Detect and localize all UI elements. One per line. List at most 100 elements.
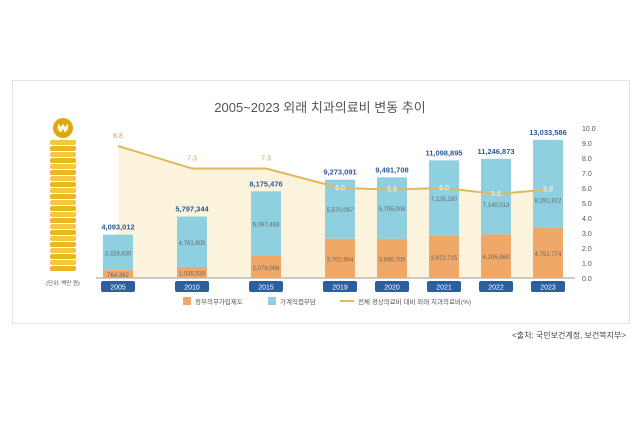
chart-title: 2005~2023 외래 치과의료비 변동 추이 (214, 100, 425, 115)
bar-household (533, 139, 563, 228)
y2-tick-label: 6.0 (582, 186, 592, 193)
year-label: 2022 (488, 285, 504, 292)
bar-value-label: 6,097,468 (253, 223, 280, 229)
y2-tick-label: 5.0 (582, 201, 592, 208)
bar-total-label: 9,273,091 (323, 168, 356, 177)
bar-value-label: 764,382 (107, 273, 129, 279)
bar-gov (377, 238, 407, 278)
coin-layer (50, 200, 76, 205)
unit-label: (단위: 백만 원) (46, 279, 80, 287)
coin-layer (50, 170, 76, 175)
bar-total-label: 9,491,708 (375, 165, 408, 174)
coin-layer (50, 254, 76, 259)
coin-layer (50, 230, 76, 235)
y2-tick-label: 10.0 (582, 126, 596, 133)
bar-household (103, 234, 133, 270)
bar-value-label: 7,140,013 (483, 203, 510, 209)
bar-value-label: 3,328,630 (105, 251, 132, 257)
bar-value-label: 3,972,715 (431, 256, 458, 262)
coin-layer (50, 188, 76, 193)
bar-value-label: 8,281,812 (535, 199, 562, 205)
ratio-line (117, 145, 549, 196)
legend-label-line: 전체 경상의료비 대비 외래 치과의료비(%) (358, 297, 471, 306)
year-label: 2021 (436, 285, 452, 292)
bar-total-label: 11,246,873 (477, 147, 514, 156)
line-value-label: 5.9 (543, 187, 553, 194)
coin-layer (50, 182, 76, 187)
bar-household (481, 158, 511, 235)
bar-value-label: 4,761,805 (179, 241, 206, 247)
source-note: <출처: 국민보건계정, 보건복지부> (512, 331, 626, 340)
year-label: 2020 (384, 285, 400, 292)
year-badge (479, 281, 513, 292)
line-value-label: 5.6 (491, 191, 501, 198)
bar-value-label: 1,035,539 (179, 272, 206, 278)
won-coin-icon (53, 118, 73, 138)
y2-tick-label: 9.0 (582, 141, 592, 148)
coin-layer (50, 146, 76, 151)
coin-layer (50, 164, 76, 169)
bar-value-label: 3,702,994 (327, 257, 354, 263)
year-label: 2015 (258, 285, 274, 292)
coin-layer (50, 140, 76, 145)
y2-tick-label: 3.0 (582, 231, 592, 238)
year-label: 2019 (332, 285, 348, 292)
bar-gov (251, 255, 281, 278)
coin-layer (50, 206, 76, 211)
bar-value-label: 5,570,097 (327, 208, 354, 214)
coin-layer (50, 242, 76, 247)
bar-total-label: 8,175,476 (249, 179, 282, 188)
coin-layer (50, 152, 76, 157)
bar-value-label: 5,795,008 (379, 207, 406, 213)
coin-layer (50, 218, 76, 223)
line-value-label: 5.9 (387, 187, 397, 194)
bar-value-label: 7,126,180 (431, 197, 458, 203)
bar-gov (103, 269, 133, 278)
year-badge (531, 281, 565, 292)
year-badge (375, 281, 409, 292)
year-badge (101, 281, 135, 292)
bar-gov (177, 267, 207, 278)
y2-tick-label: 4.0 (582, 216, 592, 223)
line-value-label: 6.0 (439, 185, 449, 192)
bar-value-label: 2,078,008 (253, 266, 280, 272)
coin-layer (50, 260, 76, 265)
legend-label-household: 가계직접부담 (280, 297, 316, 306)
legend-label-gov: 정부의무가입제도 (195, 297, 243, 306)
won-symbol: ₩ (58, 123, 69, 135)
bar-total-label: 13,033,586 (529, 128, 567, 137)
bar-gov (429, 235, 459, 278)
bar-household (177, 216, 207, 268)
coin-layer (50, 266, 76, 271)
year-badge (323, 281, 357, 292)
bar-gov (325, 238, 355, 278)
year-label: 2010 (184, 285, 200, 292)
line-value-label: 7.3 (261, 156, 271, 163)
bar-total-label: 4,093,012 (101, 223, 134, 232)
bar-gov (533, 227, 563, 278)
year-badge (175, 281, 209, 292)
y2-tick-label: 0.0 (582, 276, 592, 283)
coin-layer (50, 248, 76, 253)
bar-total-label: 11,098,895 (425, 148, 462, 157)
bar-value-label: 4,751,774 (535, 252, 562, 258)
bar-total-label: 5,797,344 (175, 205, 209, 214)
bar-household (377, 177, 407, 239)
coin-layer (50, 224, 76, 229)
bar-gov (481, 234, 511, 278)
coin-layer (50, 194, 76, 199)
coin-layer (50, 212, 76, 217)
line-value-label: 6.0 (335, 185, 345, 192)
bar-household (429, 160, 459, 236)
y2-tick-label: 2.0 (582, 246, 592, 253)
year-badge (427, 281, 461, 292)
bar-value-label: 4,106,860 (483, 255, 510, 261)
y2-tick-label: 8.0 (582, 156, 592, 163)
bar-value-label: 3,696,700 (379, 257, 406, 263)
bar-household (251, 191, 281, 256)
year-label: 2005 (110, 285, 126, 292)
line-value-label: 8.8 (113, 133, 123, 140)
line-value-label: 7.3 (187, 156, 197, 163)
y2-tick-label: 7.0 (582, 171, 592, 178)
